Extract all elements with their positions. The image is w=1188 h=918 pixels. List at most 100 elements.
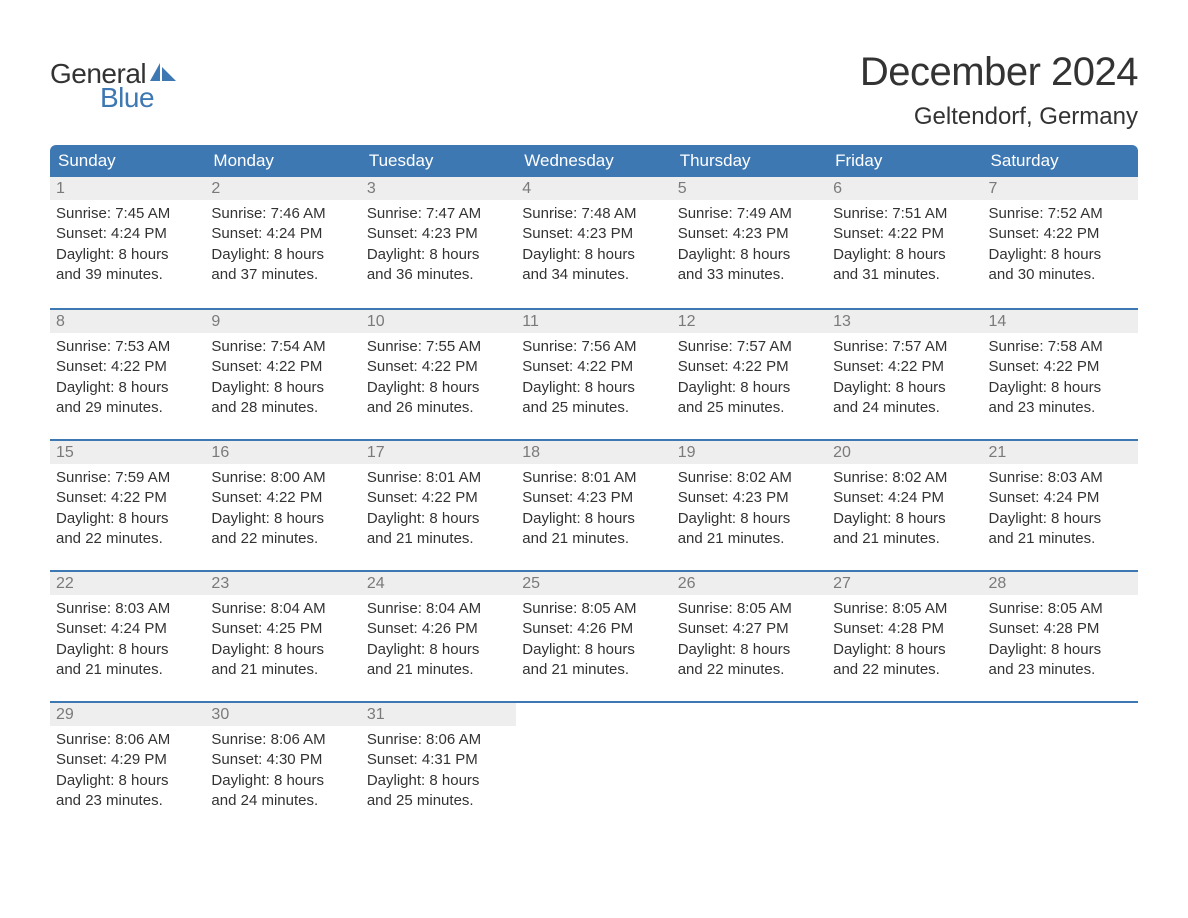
day-dl2: and 21 minutes. — [989, 529, 1132, 549]
day-sunset: Sunset: 4:26 PM — [522, 619, 665, 639]
day-header-thursday: Thursday — [672, 145, 827, 177]
day-content: Sunrise: 7:57 AMSunset: 4:22 PMDaylight:… — [672, 333, 827, 422]
day-dl1: Daylight: 8 hours — [522, 245, 665, 265]
week-row: 8Sunrise: 7:53 AMSunset: 4:22 PMDaylight… — [50, 308, 1138, 439]
day-number: 25 — [516, 572, 671, 595]
day-cell: 10Sunrise: 7:55 AMSunset: 4:22 PMDayligh… — [361, 310, 516, 439]
empty-cell — [983, 703, 1138, 832]
day-dl2: and 21 minutes. — [522, 529, 665, 549]
day-header-friday: Friday — [827, 145, 982, 177]
day-sunrise: Sunrise: 7:46 AM — [211, 204, 354, 224]
day-cell: 1Sunrise: 7:45 AMSunset: 4:24 PMDaylight… — [50, 177, 205, 308]
day-dl2: and 21 minutes. — [833, 529, 976, 549]
day-dl1: Daylight: 8 hours — [678, 378, 821, 398]
day-number: 14 — [983, 310, 1138, 333]
day-cell: 17Sunrise: 8:01 AMSunset: 4:22 PMDayligh… — [361, 441, 516, 570]
day-sunrise: Sunrise: 8:03 AM — [989, 468, 1132, 488]
day-sunset: Sunset: 4:22 PM — [833, 224, 976, 244]
day-content: Sunrise: 7:53 AMSunset: 4:22 PMDaylight:… — [50, 333, 205, 422]
day-dl1: Daylight: 8 hours — [56, 509, 199, 529]
day-content: Sunrise: 7:47 AMSunset: 4:23 PMDaylight:… — [361, 200, 516, 289]
day-sunrise: Sunrise: 7:51 AM — [833, 204, 976, 224]
day-cell: 13Sunrise: 7:57 AMSunset: 4:22 PMDayligh… — [827, 310, 982, 439]
day-dl2: and 21 minutes. — [678, 529, 821, 549]
day-cell: 29Sunrise: 8:06 AMSunset: 4:29 PMDayligh… — [50, 703, 205, 832]
day-content: Sunrise: 8:04 AMSunset: 4:26 PMDaylight:… — [361, 595, 516, 684]
day-sunrise: Sunrise: 8:05 AM — [522, 599, 665, 619]
day-sunset: Sunset: 4:24 PM — [211, 224, 354, 244]
day-sunrise: Sunrise: 7:47 AM — [367, 204, 510, 224]
location: Geltendorf, Germany — [860, 103, 1138, 131]
day-number: 13 — [827, 310, 982, 333]
day-number: 3 — [361, 177, 516, 200]
day-content: Sunrise: 8:00 AMSunset: 4:22 PMDaylight:… — [205, 464, 360, 553]
day-dl1: Daylight: 8 hours — [678, 640, 821, 660]
day-dl1: Daylight: 8 hours — [211, 640, 354, 660]
day-cell: 27Sunrise: 8:05 AMSunset: 4:28 PMDayligh… — [827, 572, 982, 701]
day-number: 15 — [50, 441, 205, 464]
day-dl1: Daylight: 8 hours — [833, 640, 976, 660]
day-cell: 18Sunrise: 8:01 AMSunset: 4:23 PMDayligh… — [516, 441, 671, 570]
day-sunrise: Sunrise: 7:53 AM — [56, 337, 199, 357]
day-dl2: and 31 minutes. — [833, 265, 976, 285]
day-dl1: Daylight: 8 hours — [367, 245, 510, 265]
day-sunrise: Sunrise: 7:55 AM — [367, 337, 510, 357]
day-dl1: Daylight: 8 hours — [211, 245, 354, 265]
day-dl2: and 22 minutes. — [833, 660, 976, 680]
day-sunrise: Sunrise: 7:58 AM — [989, 337, 1132, 357]
day-content: Sunrise: 7:59 AMSunset: 4:22 PMDaylight:… — [50, 464, 205, 553]
day-sunrise: Sunrise: 8:01 AM — [522, 468, 665, 488]
day-cell: 30Sunrise: 8:06 AMSunset: 4:30 PMDayligh… — [205, 703, 360, 832]
day-cell: 19Sunrise: 8:02 AMSunset: 4:23 PMDayligh… — [672, 441, 827, 570]
day-dl1: Daylight: 8 hours — [367, 640, 510, 660]
day-sunrise: Sunrise: 8:01 AM — [367, 468, 510, 488]
day-sunrise: Sunrise: 8:05 AM — [678, 599, 821, 619]
day-cell: 23Sunrise: 8:04 AMSunset: 4:25 PMDayligh… — [205, 572, 360, 701]
day-number: 21 — [983, 441, 1138, 464]
day-dl1: Daylight: 8 hours — [367, 771, 510, 791]
empty-cell — [516, 703, 671, 832]
day-sunset: Sunset: 4:28 PM — [989, 619, 1132, 639]
day-cell: 3Sunrise: 7:47 AMSunset: 4:23 PMDaylight… — [361, 177, 516, 308]
calendar: Sunday Monday Tuesday Wednesday Thursday… — [50, 145, 1138, 832]
day-cell: 16Sunrise: 8:00 AMSunset: 4:22 PMDayligh… — [205, 441, 360, 570]
day-dl1: Daylight: 8 hours — [833, 509, 976, 529]
day-sunset: Sunset: 4:23 PM — [367, 224, 510, 244]
day-sunrise: Sunrise: 8:04 AM — [211, 599, 354, 619]
day-content: Sunrise: 8:04 AMSunset: 4:25 PMDaylight:… — [205, 595, 360, 684]
day-sunset: Sunset: 4:29 PM — [56, 750, 199, 770]
day-cell: 15Sunrise: 7:59 AMSunset: 4:22 PMDayligh… — [50, 441, 205, 570]
day-dl2: and 21 minutes. — [367, 529, 510, 549]
day-content: Sunrise: 8:06 AMSunset: 4:31 PMDaylight:… — [361, 726, 516, 815]
day-dl1: Daylight: 8 hours — [678, 245, 821, 265]
day-content: Sunrise: 8:06 AMSunset: 4:30 PMDaylight:… — [205, 726, 360, 815]
day-sunset: Sunset: 4:22 PM — [989, 357, 1132, 377]
day-number: 5 — [672, 177, 827, 200]
day-cell: 20Sunrise: 8:02 AMSunset: 4:24 PMDayligh… — [827, 441, 982, 570]
day-sunrise: Sunrise: 8:06 AM — [367, 730, 510, 750]
day-sunset: Sunset: 4:28 PM — [833, 619, 976, 639]
day-content: Sunrise: 8:03 AMSunset: 4:24 PMDaylight:… — [50, 595, 205, 684]
day-header-row: Sunday Monday Tuesday Wednesday Thursday… — [50, 145, 1138, 177]
day-sunrise: Sunrise: 8:06 AM — [211, 730, 354, 750]
day-dl2: and 23 minutes. — [56, 791, 199, 811]
day-dl2: and 23 minutes. — [989, 660, 1132, 680]
day-cell: 4Sunrise: 7:48 AMSunset: 4:23 PMDaylight… — [516, 177, 671, 308]
day-sunrise: Sunrise: 7:49 AM — [678, 204, 821, 224]
day-sunset: Sunset: 4:22 PM — [211, 488, 354, 508]
day-dl1: Daylight: 8 hours — [522, 378, 665, 398]
day-number: 6 — [827, 177, 982, 200]
day-content: Sunrise: 8:03 AMSunset: 4:24 PMDaylight:… — [983, 464, 1138, 553]
day-header-sunday: Sunday — [50, 145, 205, 177]
day-number: 2 — [205, 177, 360, 200]
day-header-tuesday: Tuesday — [361, 145, 516, 177]
day-cell: 25Sunrise: 8:05 AMSunset: 4:26 PMDayligh… — [516, 572, 671, 701]
day-content: Sunrise: 8:01 AMSunset: 4:22 PMDaylight:… — [361, 464, 516, 553]
day-dl1: Daylight: 8 hours — [989, 378, 1132, 398]
day-content: Sunrise: 8:02 AMSunset: 4:24 PMDaylight:… — [827, 464, 982, 553]
day-sunset: Sunset: 4:22 PM — [678, 357, 821, 377]
day-content: Sunrise: 7:52 AMSunset: 4:22 PMDaylight:… — [983, 200, 1138, 289]
day-number: 12 — [672, 310, 827, 333]
day-sunset: Sunset: 4:27 PM — [678, 619, 821, 639]
day-content: Sunrise: 8:05 AMSunset: 4:27 PMDaylight:… — [672, 595, 827, 684]
